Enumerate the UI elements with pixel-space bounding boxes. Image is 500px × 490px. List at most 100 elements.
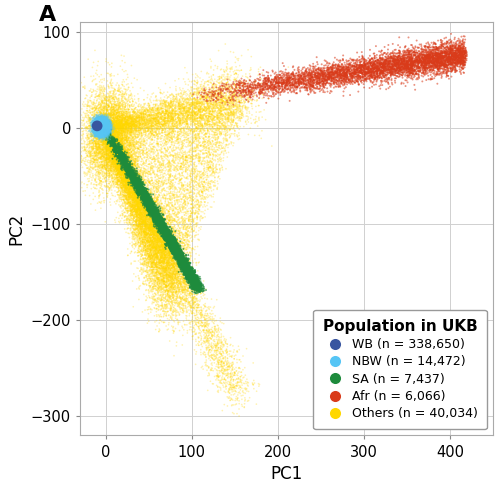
Point [100, 131, 108, 139]
Point [96, 118, 104, 126]
Point [203, 336, 211, 344]
Point [98, 121, 106, 129]
Point [224, 82, 232, 90]
Point [191, 280, 199, 288]
Point [99, 121, 107, 129]
Point [180, 218, 188, 225]
Point [208, 137, 216, 145]
Point [292, 83, 300, 91]
Point [128, 175, 136, 183]
Point [172, 248, 179, 256]
Point [102, 97, 110, 104]
Point [113, 114, 121, 122]
Point [148, 198, 156, 206]
Point [122, 67, 130, 74]
Point [108, 133, 116, 141]
Point [340, 74, 348, 82]
Point [208, 178, 216, 186]
Point [157, 241, 165, 248]
Point [100, 119, 108, 127]
Point [124, 173, 132, 181]
Point [376, 60, 384, 68]
Point [175, 260, 183, 268]
Point [94, 129, 102, 137]
Point [152, 256, 160, 264]
Point [195, 301, 203, 309]
Point [101, 115, 109, 122]
Point [122, 159, 130, 167]
Point [151, 212, 159, 220]
Point [431, 62, 439, 70]
Point [159, 265, 167, 273]
Point [192, 174, 200, 182]
Point [186, 193, 194, 201]
Point [118, 152, 126, 160]
Point [168, 288, 175, 296]
Point [183, 102, 191, 110]
Point [152, 201, 160, 209]
Point [104, 117, 112, 125]
Point [149, 204, 157, 212]
Point [117, 159, 125, 167]
Point [209, 168, 217, 175]
Point [168, 245, 175, 252]
Point [128, 247, 136, 255]
Point [103, 138, 111, 146]
Point [372, 68, 380, 75]
Point [104, 128, 112, 136]
Point [197, 281, 205, 289]
Point [124, 192, 132, 199]
Point [150, 216, 158, 223]
Point [92, 122, 100, 130]
Point [161, 265, 169, 272]
Point [246, 109, 254, 117]
Point [180, 285, 188, 293]
Point [98, 124, 106, 132]
Point [116, 147, 124, 155]
Point [394, 65, 402, 73]
Point [98, 126, 106, 134]
Point [93, 156, 101, 164]
Point [172, 243, 180, 251]
Point [95, 121, 103, 128]
Point [144, 213, 152, 221]
Point [124, 136, 132, 144]
Point [130, 220, 138, 228]
Point [196, 99, 204, 107]
Point [175, 255, 183, 263]
Point [100, 130, 108, 138]
Point [176, 241, 184, 249]
Point [160, 220, 168, 227]
Point [210, 82, 218, 90]
Point [95, 123, 103, 131]
Point [140, 194, 148, 202]
Point [166, 249, 173, 257]
Point [92, 120, 100, 128]
Point [96, 129, 104, 137]
Point [102, 127, 110, 135]
Point [95, 121, 103, 128]
Point [152, 216, 160, 223]
Point [152, 213, 160, 221]
Point [96, 120, 104, 128]
Point [98, 125, 106, 133]
Point [126, 174, 134, 182]
Point [150, 203, 158, 211]
Point [146, 231, 154, 239]
Point [135, 219, 143, 227]
Point [219, 364, 227, 372]
Point [126, 185, 134, 193]
Point [96, 127, 104, 135]
Point [96, 122, 104, 130]
Point [113, 139, 121, 147]
Point [74, 181, 82, 189]
Point [194, 153, 202, 161]
Point [96, 115, 104, 123]
Point [139, 230, 147, 238]
Point [103, 122, 111, 130]
Point [200, 141, 208, 149]
Point [138, 189, 146, 196]
Point [189, 300, 197, 308]
Point [95, 122, 103, 129]
Point [348, 69, 356, 76]
